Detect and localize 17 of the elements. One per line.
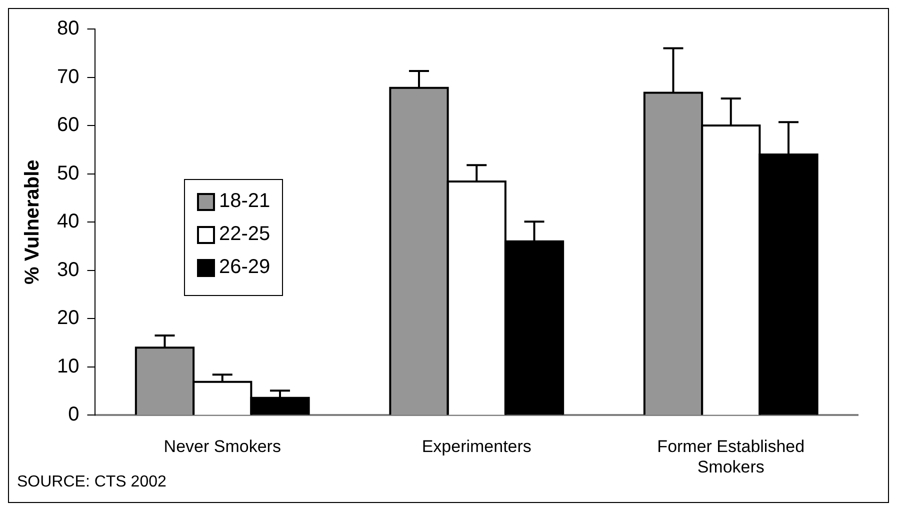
y-tick-label: 0	[68, 404, 80, 426]
x-tick-label: Experimenters	[422, 437, 532, 456]
y-tick-label: 70	[56, 66, 80, 88]
y-tick-label: 10	[56, 355, 80, 378]
y-tick-label: 30	[56, 258, 80, 281]
x-tick-label: Former Established Smokers	[657, 437, 805, 476]
y-tick-label: 20	[56, 307, 80, 330]
legend-label: 26-29	[219, 256, 270, 279]
x-tick-label: Never Smokers	[164, 437, 281, 456]
legend-label: 18-21	[219, 190, 270, 213]
y-tick-label: 50	[56, 162, 80, 184]
y-tick-label: 80	[56, 18, 80, 40]
legend-label: 22-25	[219, 223, 270, 246]
y-tick-label: 60	[56, 114, 80, 136]
source-note: SOURCE: CTS 2002	[17, 473, 166, 490]
y-axis-title: % Vulnerable	[22, 160, 44, 285]
y-tick-label: 40	[56, 210, 80, 233]
